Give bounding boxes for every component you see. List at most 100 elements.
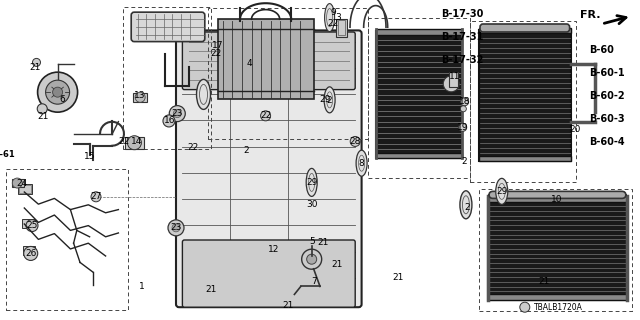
Text: 2: 2 [244, 146, 249, 155]
Circle shape [12, 178, 22, 188]
Bar [488, 294, 627, 300]
Circle shape [301, 249, 322, 269]
Text: 21: 21 [538, 277, 550, 286]
Text: 5: 5 [310, 237, 315, 246]
Text: 16: 16 [164, 116, 175, 125]
Text: 21: 21 [29, 63, 41, 72]
Text: 29: 29 [496, 187, 508, 196]
Text: 27: 27 [90, 192, 102, 201]
Text: 29: 29 [306, 178, 317, 187]
Bar [338, 20, 345, 35]
Circle shape [163, 115, 175, 127]
Text: 8: 8 [359, 159, 364, 168]
Text: B-60-4: B-60-4 [589, 137, 625, 147]
Bar [19, 185, 31, 193]
Bar [488, 196, 627, 202]
Circle shape [443, 76, 460, 92]
Text: B-17-31: B-17-31 [442, 32, 484, 43]
Bar [376, 153, 462, 158]
Bar [18, 184, 32, 194]
Circle shape [135, 92, 145, 102]
Bar [123, 7, 211, 149]
Text: FR.: FR. [580, 10, 600, 20]
Text: 21: 21 [38, 112, 49, 121]
Text: 7: 7 [311, 277, 316, 286]
Bar [125, 137, 144, 149]
Ellipse shape [496, 178, 508, 204]
Text: 23: 23 [170, 223, 182, 232]
FancyBboxPatch shape [176, 30, 362, 307]
Bar [368, 18, 470, 178]
Text: B-60: B-60 [589, 44, 614, 55]
Text: B-61: B-61 [0, 150, 15, 159]
Ellipse shape [306, 168, 317, 196]
Text: B-60-2: B-60-2 [589, 91, 625, 101]
Text: 15: 15 [84, 152, 95, 161]
Circle shape [520, 302, 530, 312]
Text: 11: 11 [449, 72, 460, 81]
Ellipse shape [324, 4, 335, 32]
Text: 13: 13 [134, 91, 145, 100]
Text: 12: 12 [268, 245, 280, 254]
Text: 1: 1 [140, 282, 145, 291]
Ellipse shape [196, 79, 211, 109]
Bar [488, 198, 627, 300]
Text: 21: 21 [205, 285, 217, 294]
Circle shape [307, 254, 317, 264]
Bar [22, 219, 35, 228]
Circle shape [173, 109, 181, 117]
Text: 18: 18 [459, 97, 470, 106]
Circle shape [459, 123, 467, 131]
Text: 20: 20 [569, 125, 580, 134]
Text: B-17-30: B-17-30 [442, 9, 484, 20]
Text: 24: 24 [17, 179, 28, 188]
FancyBboxPatch shape [489, 191, 626, 198]
Ellipse shape [324, 87, 335, 113]
Text: 22: 22 [260, 111, 271, 120]
Ellipse shape [460, 191, 472, 219]
Bar [479, 189, 632, 311]
Bar [23, 246, 35, 255]
Circle shape [172, 224, 180, 232]
Text: 23: 23 [172, 109, 183, 118]
Circle shape [170, 106, 186, 122]
Bar [208, 8, 368, 139]
Text: 21: 21 [392, 273, 404, 282]
Circle shape [33, 59, 40, 67]
Text: 3: 3 [335, 13, 340, 22]
Text: 2: 2 [327, 96, 332, 105]
Circle shape [461, 98, 468, 106]
Text: 21: 21 [331, 260, 342, 269]
FancyBboxPatch shape [131, 12, 205, 42]
Text: 28: 28 [349, 137, 361, 146]
Text: 25: 25 [26, 221, 38, 230]
Text: 6: 6 [60, 95, 65, 104]
Bar [218, 19, 314, 99]
Circle shape [127, 136, 141, 150]
Text: 30: 30 [307, 200, 318, 209]
Bar [479, 156, 571, 161]
Text: 22: 22 [327, 20, 339, 28]
Bar [133, 93, 147, 102]
Text: 14: 14 [131, 137, 142, 146]
FancyBboxPatch shape [182, 240, 355, 307]
Text: 19: 19 [457, 123, 468, 132]
Circle shape [168, 220, 184, 236]
Text: TBALB1720A: TBALB1720A [534, 303, 583, 312]
Bar [479, 30, 571, 161]
Bar [12, 179, 24, 187]
Circle shape [91, 192, 101, 202]
Text: 22: 22 [187, 143, 198, 152]
Circle shape [460, 106, 467, 112]
Circle shape [260, 111, 271, 121]
Text: B-60-3: B-60-3 [589, 114, 625, 124]
Text: 2: 2 [465, 204, 470, 212]
Text: B-60-1: B-60-1 [589, 68, 625, 78]
Text: B-17-32: B-17-32 [442, 55, 484, 66]
Bar [449, 72, 458, 87]
FancyBboxPatch shape [480, 24, 570, 32]
FancyBboxPatch shape [182, 32, 355, 90]
Bar [470, 21, 576, 182]
Circle shape [24, 246, 38, 260]
Text: 22: 22 [211, 49, 222, 58]
